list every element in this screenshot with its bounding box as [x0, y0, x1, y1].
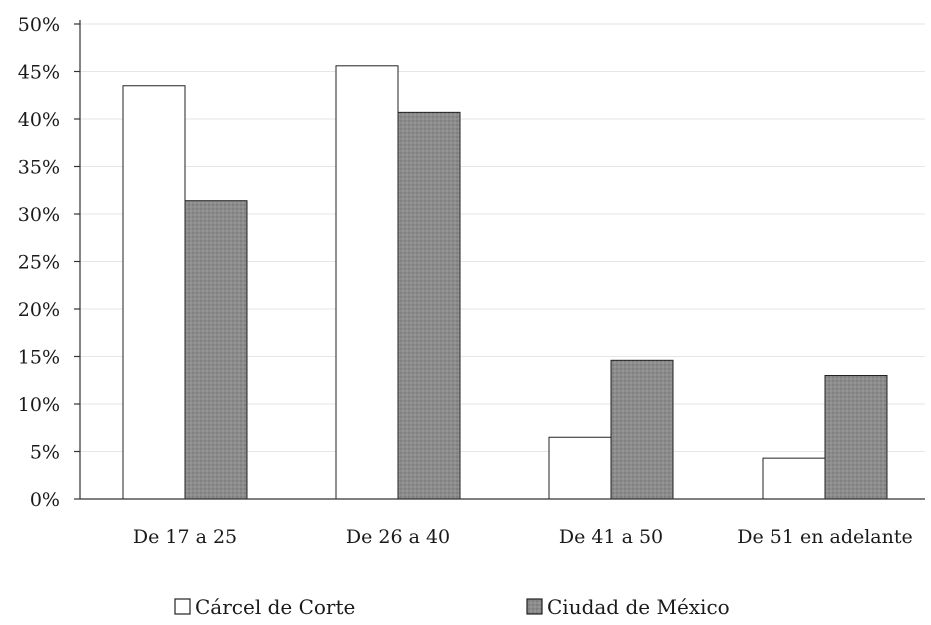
bar-carcel-de-corte — [548, 436, 612, 500]
legend: Cárcel de Corte Ciudad de México — [174, 595, 730, 619]
x-axis-labels: De 17 a 25 De 26 a 40 De 41 a 50 De 51 en a… — [133, 526, 913, 548]
x-category-label: De 41 a 50 — [559, 526, 663, 548]
bar-ciudad-de-mexico — [397, 111, 461, 500]
y-tick-label: 25% — [18, 252, 60, 274]
bar-ciudad-de-mexico — [184, 200, 248, 500]
y-tick-label: 35% — [18, 157, 60, 179]
legend-swatch — [174, 598, 191, 615]
y-tick-label: 30% — [18, 204, 60, 226]
legend-swatch — [526, 598, 543, 615]
y-tick-label: 40% — [18, 109, 60, 131]
y-tick-label: 5% — [30, 442, 60, 464]
bar-carcel-de-corte — [762, 457, 826, 500]
y-tick-label: 15% — [18, 347, 60, 369]
x-category-label: De 26 a 40 — [346, 526, 450, 548]
bar-carcel-de-corte — [335, 65, 399, 500]
bars — [122, 65, 888, 500]
y-axis-ticks: 0% 5% 10% 15% 20% 25% 30% 35% 40% 45% 50% — [18, 14, 60, 511]
y-tick-label: 0% — [30, 489, 60, 511]
legend-label: Ciudad de México — [547, 595, 730, 619]
y-tick-label: 10% — [18, 394, 60, 416]
y-tick-label: 20% — [18, 299, 60, 321]
y-tick-label: 45% — [18, 62, 60, 84]
legend-label: Cárcel de Corte — [195, 595, 355, 619]
y-tick-label: 50% — [18, 14, 60, 36]
axes — [74, 20, 925, 500]
bar-ciudad-de-mexico — [824, 375, 888, 500]
bar-ciudad-de-mexico — [610, 359, 674, 500]
x-category-label: De 51 en adelante — [737, 526, 913, 548]
bar-carcel-de-corte — [122, 85, 186, 500]
x-category-label: De 17 a 25 — [133, 526, 237, 548]
